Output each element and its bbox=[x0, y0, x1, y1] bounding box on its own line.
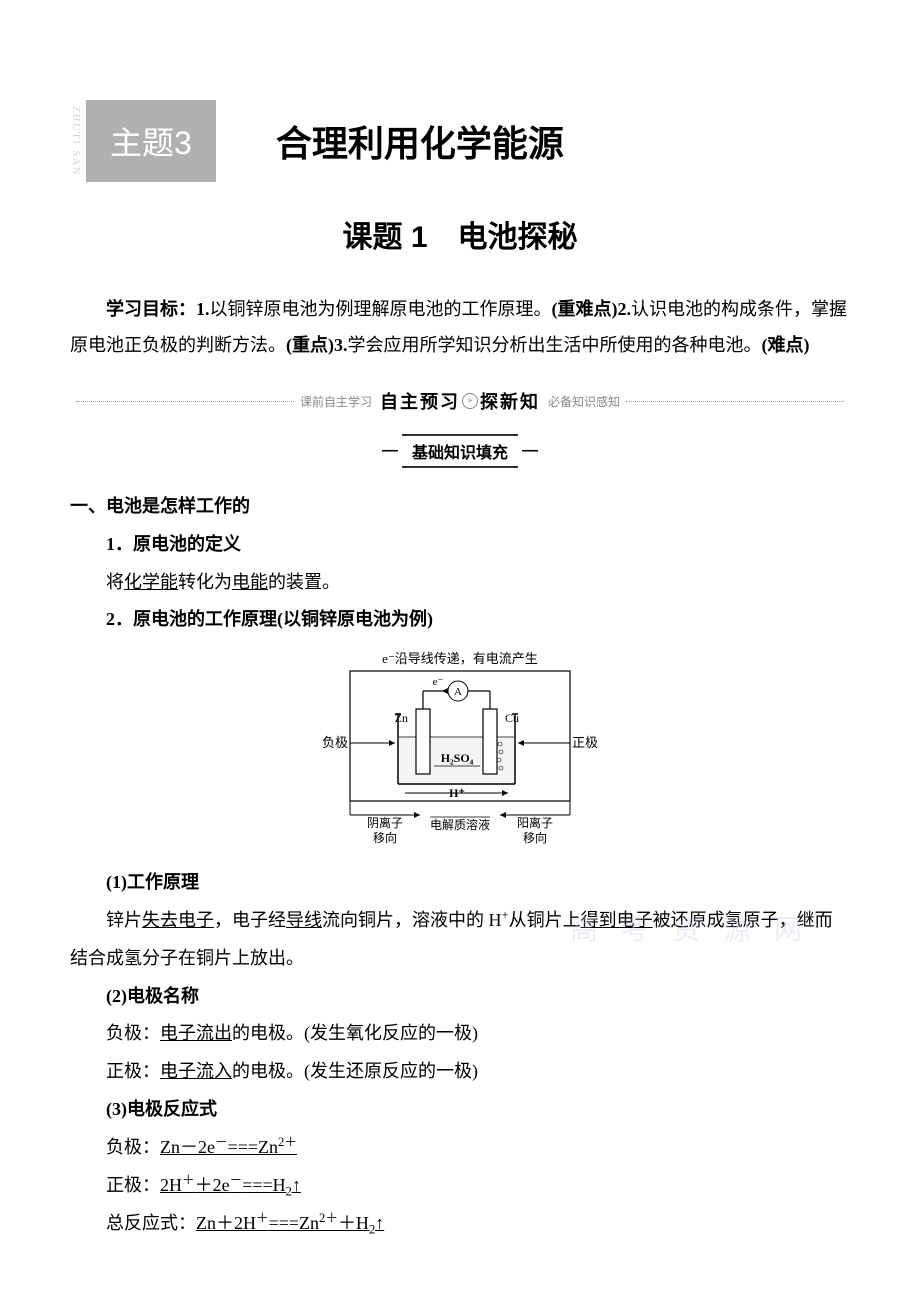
anion-l1: 阴离子 bbox=[367, 815, 403, 830]
learning-objectives: 学习目标：1.以铜锌原电池为例理解原电池的工作原理。(重难点)2.认识电池的构成… bbox=[70, 291, 850, 363]
p3-pos: 正极：2H＋＋2e－===H2↑ bbox=[70, 1167, 850, 1205]
electrolyte-label: 电解质溶液 bbox=[430, 817, 490, 832]
obj2-num: 2. bbox=[618, 299, 632, 319]
u: 电能 bbox=[232, 572, 268, 592]
watermark-wrap: 锌片失去电子，电子经导线流向铜片，溶液中的 H+从铜片上得到电子被还原成氢原子，… bbox=[70, 902, 850, 978]
t: 负极： bbox=[106, 1023, 160, 1043]
cation-l2: 移向 bbox=[523, 830, 547, 845]
obj2-tag: (重点) bbox=[286, 335, 334, 355]
u: 电子流入 bbox=[160, 1061, 232, 1081]
obj1-tag: (重难点) bbox=[552, 299, 618, 319]
u: 化学能 bbox=[124, 572, 178, 592]
objectives-label: 学习目标： bbox=[106, 299, 196, 319]
p1-body: 锌片失去电子，电子经导线流向铜片，溶液中的 H+从铜片上得到电子被还原成氢原子，… bbox=[70, 902, 850, 978]
t: 的电极。(发生还原反应的一极) bbox=[232, 1061, 478, 1081]
divider-line bbox=[626, 401, 844, 402]
diagram-container: e⁻沿导线传递，有电流产生 A e⁻ bbox=[70, 649, 850, 849]
zn-label: Zn bbox=[395, 711, 408, 725]
eq: Zn＋2H＋===Zn2＋＋H2↑ bbox=[196, 1213, 384, 1233]
obj3-tag: (难点) bbox=[762, 335, 810, 355]
t: 正极： bbox=[106, 1175, 160, 1195]
item1-title: 1．原电池的定义 bbox=[70, 526, 850, 564]
header-banner: ZHUTI SAN 主题3 合理利用化学能源 bbox=[70, 100, 850, 182]
basic-knowledge-label: 基础知识填充 bbox=[402, 434, 518, 468]
topic-badge: 主题3 bbox=[86, 100, 216, 182]
section1-title: 一、电池是怎样工作的 bbox=[70, 488, 850, 526]
e-label: e⁻ bbox=[433, 676, 444, 688]
u: 失去电子 bbox=[142, 910, 214, 930]
t: 将 bbox=[106, 572, 124, 592]
acid-label: H₂SO₄ bbox=[441, 751, 474, 765]
divider-line bbox=[76, 401, 294, 402]
vertical-tag: ZHUTI SAN bbox=[70, 106, 81, 177]
eq: Zn－2e－===Zn2＋ bbox=[160, 1137, 297, 1157]
divider-sub: 探新知 bbox=[480, 388, 540, 414]
t: 总反应式： bbox=[106, 1213, 196, 1233]
t: 转化为 bbox=[178, 572, 232, 592]
lesson-title: 课题 1 电池探秘 bbox=[70, 212, 850, 256]
anion-l2: 移向 bbox=[373, 830, 397, 845]
obj3-text: 学会应用所学知识分析出生活中所使用的各种电池。 bbox=[348, 335, 762, 355]
pos-label: 正极 bbox=[572, 735, 598, 750]
arrow-icon: » bbox=[462, 393, 478, 409]
u: 导线 bbox=[286, 910, 322, 930]
obj3-num: 3. bbox=[334, 335, 348, 355]
cation-l1: 阳离子 bbox=[517, 815, 553, 830]
p3-title: (3)电极反应式 bbox=[70, 1091, 850, 1129]
t: 正极： bbox=[106, 1061, 160, 1081]
section-divider: 课前自主学习 自主预习 » 探新知 必备知识感知 bbox=[70, 388, 850, 414]
neg-label: 负极 bbox=[322, 735, 348, 750]
u: 电子流出 bbox=[160, 1023, 232, 1043]
t: 的电极。(发生氧化反应的一极) bbox=[232, 1023, 478, 1043]
t: 锌片 bbox=[106, 910, 142, 930]
t: ，电子经 bbox=[214, 910, 286, 930]
diagram-top-label: e⁻沿导线传递，有电流产生 bbox=[382, 651, 538, 666]
p3-total: 总反应式：Zn＋2H＋===Zn2＋＋H2↑ bbox=[70, 1205, 850, 1243]
basic-knowledge-header: 基础知识填充 bbox=[70, 434, 850, 468]
item2-title: 2．原电池的工作原理(以铜锌原电池为例) bbox=[70, 601, 850, 639]
p1-title: (1)工作原理 bbox=[70, 864, 850, 902]
eq: 2H＋＋2e－===H2↑ bbox=[160, 1175, 301, 1195]
obj1-text: 以铜锌原电池为例理解原电池的工作原理。 bbox=[210, 299, 552, 319]
p2-neg: 负极：电子流出的电极。(发生氧化反应的一极) bbox=[70, 1015, 850, 1053]
content-block: 一、电池是怎样工作的 1．原电池的定义 将化学能转化为电能的装置。 2．原电池的… bbox=[70, 488, 850, 1243]
p3-neg: 负极：Zn－2e－===Zn2＋ bbox=[70, 1129, 850, 1167]
divider-left: 课前自主学习 bbox=[300, 393, 372, 410]
item1-body: 将化学能转化为电能的装置。 bbox=[70, 564, 850, 602]
obj1-num: 1. bbox=[196, 299, 210, 319]
t: 的装置。 bbox=[268, 572, 340, 592]
topic-title: 合理利用化学能源 bbox=[276, 115, 564, 167]
t: 从铜片上 bbox=[509, 910, 581, 930]
divider-main: 自主预习 bbox=[380, 388, 460, 414]
t: 流向铜片，溶液中的 H bbox=[322, 910, 502, 930]
p2-title: (2)电极名称 bbox=[70, 978, 850, 1016]
t: 负极： bbox=[106, 1137, 160, 1157]
cu-label: Cu bbox=[505, 711, 519, 725]
battery-diagram: e⁻沿导线传递，有电流产生 A e⁻ bbox=[290, 649, 630, 849]
p2-pos: 正极：电子流入的电极。(发生还原反应的一极) bbox=[70, 1053, 850, 1091]
divider-right: 必备知识感知 bbox=[548, 393, 620, 410]
u: 得到电子 bbox=[581, 910, 653, 930]
ammeter: A bbox=[454, 686, 462, 698]
